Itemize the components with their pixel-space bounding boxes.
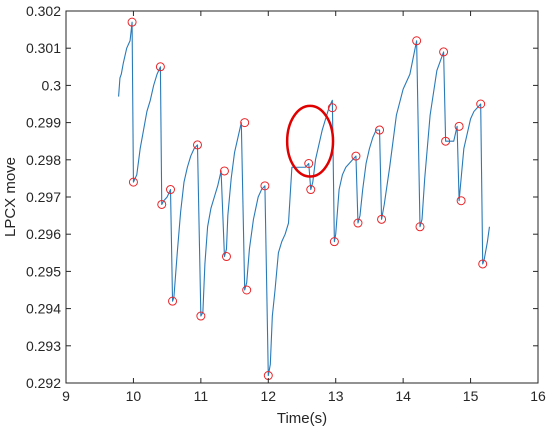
x-tick-label: 12	[260, 388, 276, 404]
peak-marker	[196, 311, 206, 321]
y-tick-label: 0.302	[26, 3, 61, 19]
peak-marker	[351, 151, 361, 161]
y-axis-label: LPCX move	[2, 157, 19, 237]
y-ticks: 0.292 0.293 0.294 0.295 0.296 0.297 0.298 0.299…	[26, 3, 538, 391]
y-tick-label: 0.298	[26, 152, 61, 168]
series-line-0	[118, 21, 490, 377]
x-tick-label: 9	[62, 388, 70, 404]
peak-marker	[329, 237, 339, 247]
y-tick-label: 0.3	[42, 77, 62, 93]
peak-marker	[476, 99, 486, 109]
y-tick-label: 0.297	[26, 189, 61, 205]
peak-markers	[127, 17, 488, 381]
peak-marker	[221, 252, 231, 262]
y-tick-label: 0.299	[26, 115, 61, 131]
x-tick-label: 10	[126, 388, 142, 404]
y-tick-label: 0.301	[26, 40, 61, 56]
peak-marker	[456, 196, 466, 206]
peak-marker	[168, 296, 178, 306]
highlight-ellipse	[285, 104, 335, 178]
x-tick-label: 11	[194, 388, 209, 404]
x-tick-label: 16	[530, 388, 546, 404]
peak-marker	[439, 47, 449, 57]
x-ticks: 9 10 11 12 13 14 15 16	[62, 11, 546, 404]
x-axis-label: Time(s)	[277, 410, 327, 427]
peak-marker	[192, 140, 202, 150]
peak-marker	[157, 199, 167, 209]
peak-marker	[219, 166, 229, 176]
y-tick-label: 0.292	[26, 375, 61, 391]
x-tick-label: 15	[463, 388, 479, 404]
peak-marker	[260, 181, 270, 191]
peak-marker	[306, 185, 316, 195]
x-tick-label: 14	[395, 388, 411, 404]
peak-marker	[127, 17, 137, 27]
plot-area	[118, 21, 490, 377]
y-tick-label: 0.293	[26, 338, 61, 354]
peak-marker	[155, 62, 165, 72]
annotations	[285, 104, 335, 178]
peak-marker	[375, 125, 385, 135]
peak-marker	[242, 285, 252, 295]
peak-marker	[353, 218, 363, 228]
peak-marker	[128, 177, 138, 187]
peak-marker	[415, 222, 425, 232]
peak-marker	[327, 103, 337, 113]
peak-marker	[478, 259, 488, 269]
peak-marker	[441, 136, 451, 146]
y-tick-label: 0.296	[26, 226, 61, 242]
peak-marker	[412, 36, 422, 46]
peak-marker	[304, 159, 314, 169]
y-tick-label: 0.295	[26, 263, 61, 279]
peak-marker	[240, 118, 250, 128]
x-tick-label: 13	[328, 388, 344, 404]
y-tick-label: 0.294	[26, 301, 61, 317]
peak-marker	[166, 185, 176, 195]
peak-marker	[454, 121, 464, 131]
peak-marker	[377, 214, 387, 224]
